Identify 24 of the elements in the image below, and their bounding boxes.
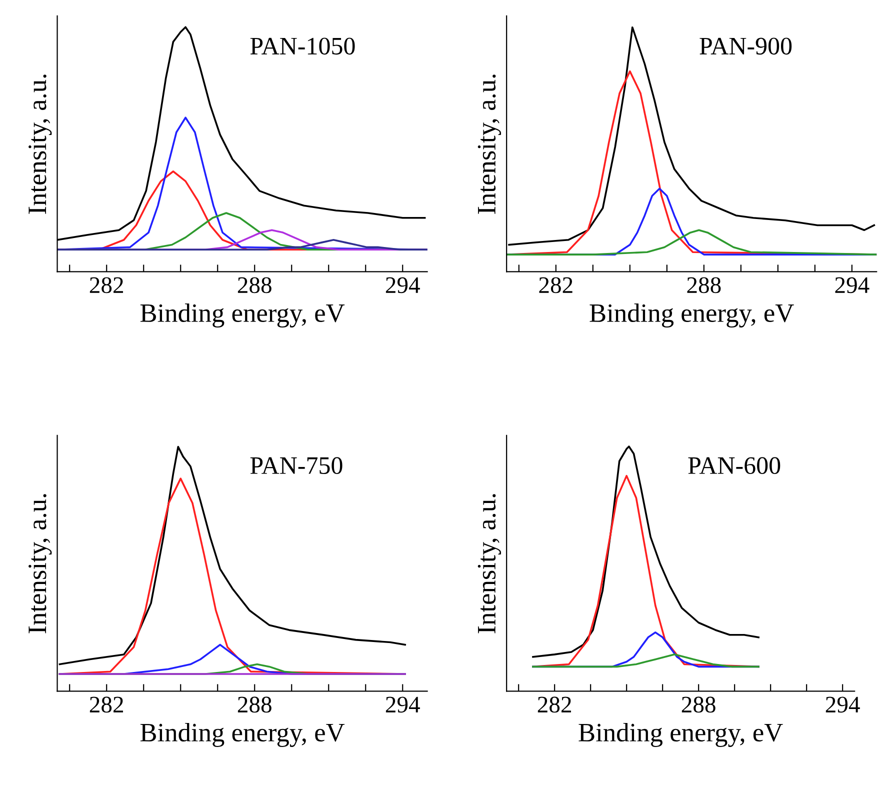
y-axis-title: Intensity, a.u. — [478, 74, 502, 214]
annotation: PAN-750 — [250, 457, 342, 474]
x-tick-label: 282 — [90, 277, 124, 294]
x-tick-label: 288 — [238, 696, 272, 713]
annotation: PAN-600 — [688, 457, 780, 474]
x-axis-title: Binding energy, eV — [140, 303, 345, 328]
x-tick-label: 294 — [386, 696, 420, 713]
y-axis-title: Intensity, a.u. — [28, 494, 52, 634]
x-tick-label: 288 — [682, 696, 716, 713]
x-tick-label: 282 — [90, 696, 124, 713]
x-axis-title: Binding energy, eV — [140, 722, 345, 747]
annotation: PAN-900 — [700, 38, 792, 55]
x-tick-label: 288 — [687, 277, 721, 294]
x-tick-label: 288 — [238, 277, 272, 294]
x-tick-label: 282 — [539, 277, 572, 294]
x-tick-label: 294 — [826, 696, 860, 713]
y-axis-title: Intensity, a.u. — [28, 74, 52, 214]
x-axis-title: Binding energy, eV — [578, 722, 783, 747]
x-tick-label: 294 — [386, 277, 420, 294]
y-axis-title: Intensity, a.u. — [478, 494, 502, 634]
x-tick-label: 294 — [835, 277, 870, 294]
x-tick-label: 282 — [538, 696, 571, 713]
x-axis-title: Binding energy, eV — [590, 303, 794, 328]
annotation: PAN-1050 — [250, 38, 355, 55]
